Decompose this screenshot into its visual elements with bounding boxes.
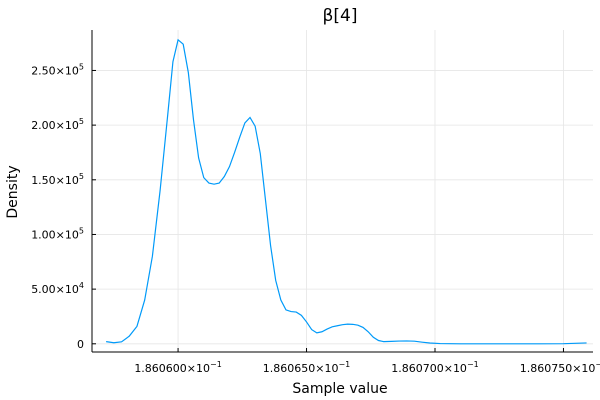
y-tick-label: 2.00×105 — [31, 117, 84, 132]
tick-labels: 1.860600×10−1 1.860650×10−1 1.860700×10−1 1… — [31, 62, 600, 375]
y-tick-label: 2.50×105 — [31, 62, 84, 77]
y-tick-exponent: 5 — [79, 172, 84, 181]
y-axis-label: Density — [5, 165, 21, 218]
x-tick-exponent: −1 — [595, 360, 600, 369]
x-axis-label: Sample value — [292, 381, 387, 397]
x-tick-label: 1.860600×10−1 — [134, 360, 222, 375]
y-tick-exponent: 5 — [79, 226, 84, 235]
y-tick-exponent: 5 — [79, 117, 84, 126]
plot-area — [106, 38, 587, 345]
y-tick-label: 5.00×104 — [31, 281, 84, 296]
x-tick-label: 1.860650×10−1 — [263, 360, 351, 375]
axes — [91, 30, 593, 353]
x-tick-exponent: −1 — [338, 360, 350, 369]
y-tick-label: 1.50×105 — [31, 172, 84, 187]
y-tick-exponent: 4 — [79, 281, 84, 290]
x-tick-exponent: −1 — [467, 360, 479, 369]
x-tick-label: 1.860700×10−1 — [391, 360, 479, 375]
y-tick-label: 0 — [77, 338, 84, 351]
y-tick-exponent: 5 — [79, 62, 84, 71]
density-series-line — [106, 38, 587, 345]
x-tick-label: 1.860750×10−1 — [520, 360, 600, 375]
grid-lines — [92, 30, 593, 352]
x-tick-exponent: −1 — [210, 360, 222, 369]
chart-title: β[4] — [323, 6, 358, 26]
y-tick-label: 1.00×105 — [31, 226, 84, 241]
